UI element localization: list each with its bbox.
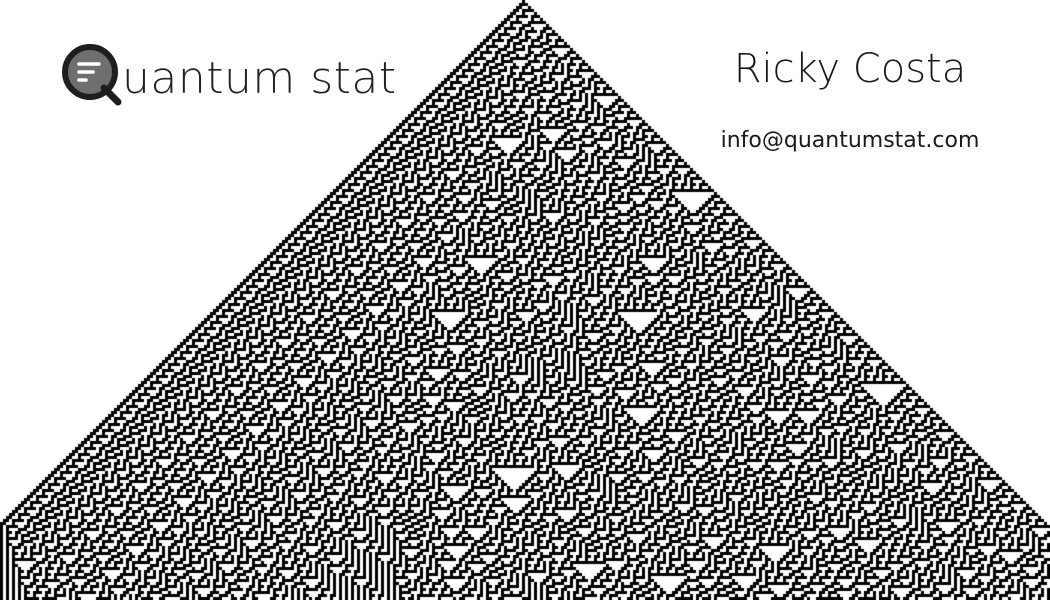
magnifier-q-icon [60,42,126,108]
person-name: Ricky Costa [733,46,967,92]
email-address: info@quantumstat.com [720,128,980,153]
quantum-stat-logo: uantum stat [60,40,397,110]
logo-wordmark: uantum stat [122,52,397,104]
